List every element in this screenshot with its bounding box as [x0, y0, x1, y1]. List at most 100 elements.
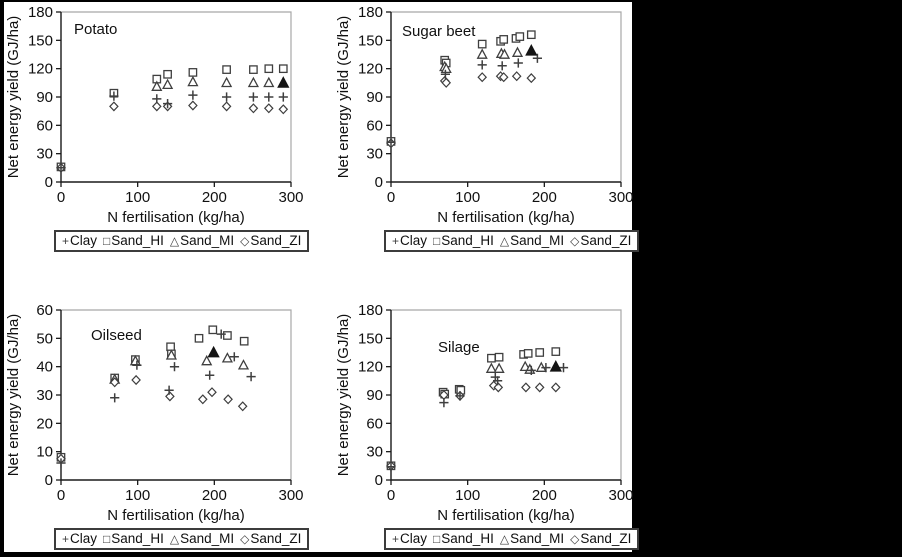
chart-title: Oilseed: [91, 327, 142, 344]
data-point-diamond: [511, 71, 522, 82]
y-axis-title: Net energy yield (GJ/ha): [335, 16, 352, 179]
x-tick-label: 200: [202, 189, 227, 206]
legend-label: Sand_MI: [180, 233, 235, 248]
x-tick-label: 100: [125, 189, 150, 206]
data-point-plus: [152, 94, 162, 104]
y-tick-label: 0: [45, 174, 53, 191]
legend-item-sand_mi: △ Sand_MI: [500, 531, 564, 546]
data-point-triangle: [440, 62, 452, 74]
data-point-plus: [439, 397, 449, 408]
y-tick-label: 10: [36, 444, 53, 461]
legend-item-clay: + Clay: [62, 531, 97, 546]
silage-scatter-chart: Net energy yield (GJ/ha) 0 30 60 90 120 150 180…: [335, 302, 634, 524]
data-point-plus: [386, 137, 396, 147]
legend-item-sand_mi: △ Sand_MI: [170, 531, 234, 546]
y-tick-label: 60: [36, 117, 53, 134]
y-tick-label: 30: [366, 444, 383, 461]
legend-label: Sand_HI: [441, 531, 494, 546]
data-point-diamond: [188, 100, 198, 111]
y-axis-title: Net energy yield (GJ/ha): [5, 16, 22, 179]
square-marker-icon: □: [103, 234, 111, 248]
data-point-plus: [132, 360, 142, 370]
data-point-square: [249, 65, 258, 74]
data-point-square: [163, 69, 172, 79]
data-point-square: [222, 65, 231, 74]
data-point-triangle: [187, 75, 199, 87]
data-point-triangle: [511, 46, 524, 57]
data-point-diamond: [131, 374, 141, 386]
data-point-square: [487, 353, 496, 363]
y-tick-label: 120: [358, 61, 383, 78]
square-marker-icon: □: [433, 234, 441, 248]
legend-item-sand_zi: ◇ Sand_ZI: [240, 531, 301, 546]
y-tick-label: 20: [36, 415, 53, 432]
y-tick-label: 0: [375, 174, 383, 191]
y-axis-title: Net energy yield (GJ/ha): [5, 314, 22, 477]
data-point-plus: [109, 91, 119, 101]
data-point-square: [166, 342, 175, 352]
data-point-triangle: [237, 359, 250, 370]
legend-label: Sand_HI: [111, 233, 164, 248]
diamond-marker-icon: ◇: [570, 234, 580, 248]
legend-item-sand_hi: □ Sand_HI: [433, 531, 494, 546]
legend-item-sand_mi: △ Sand_MI: [170, 233, 234, 248]
data-point-plus: [440, 69, 451, 79]
y-tick-label: 30: [36, 387, 53, 404]
data-point-plus: [532, 53, 542, 63]
y-tick-label: 150: [358, 32, 383, 49]
figure-background: Net energy yield (GJ/ha) 0 30 60 90 120 150 180…: [4, 2, 640, 552]
x-axis-title: N fertilisation (kg/ha): [437, 209, 575, 226]
data-point-triangle-filled: [525, 44, 538, 56]
oilseed-scatter-chart: Net energy yield (GJ/ha) 0 10 20 30 40 50 60 0 10…: [5, 302, 304, 524]
data-point-plus: [386, 462, 396, 472]
data-point-square: [223, 331, 232, 340]
data-point-square: [194, 333, 204, 343]
x-tick-label: 0: [387, 189, 395, 206]
x-tick-label: 0: [387, 487, 395, 504]
legend-label: Sand_ZI: [250, 233, 302, 248]
diamond-marker-icon: ◇: [240, 234, 250, 248]
y-tick-label: 180: [358, 4, 383, 21]
data-point-triangle: [476, 48, 488, 59]
x-tick-label: 100: [125, 487, 150, 504]
plot-frame: [391, 11, 622, 182]
plus-marker-icon: +: [392, 234, 400, 248]
plus-marker-icon: +: [392, 532, 400, 546]
legend-label: Clay: [400, 531, 428, 546]
data-point-plus: [216, 329, 226, 339]
data-point-square: [515, 32, 525, 41]
data-point-plus: [526, 365, 536, 376]
x-tick-label: 300: [278, 189, 303, 206]
data-point-diamond: [237, 401, 248, 412]
triangle-marker-icon: △: [169, 532, 180, 546]
data-point-diamond: [534, 382, 545, 393]
data-point-plus: [222, 92, 232, 102]
legend-label: Sand_MI: [510, 531, 565, 546]
legend-box-oilseed: + Clay □ Sand_HI △ Sand_MI ◇ Sand_ZI: [54, 528, 310, 550]
chart-panel-oilseed: Net energy yield (GJ/ha) 0 10 20 30 40 50 60 0 10…: [4, 300, 316, 550]
chart-title: Potato: [74, 21, 117, 38]
data-point-plus: [278, 92, 288, 102]
legend-label: Sand_ZI: [250, 531, 302, 546]
legend-label: Sand_MI: [510, 233, 565, 248]
diamond-marker-icon: ◇: [240, 532, 250, 546]
legend-item-sand_zi: ◇ Sand_ZI: [570, 233, 631, 248]
data-point-triangle: [165, 349, 177, 360]
legend-item-sand_hi: □ Sand_HI: [103, 233, 164, 248]
data-point-diamond: [207, 387, 217, 398]
x-tick-label: 200: [532, 487, 557, 504]
data-point-plus: [188, 90, 198, 100]
x-tick-label: 100: [455, 189, 480, 206]
data-point-square: [239, 336, 249, 346]
y-tick-label: 0: [375, 472, 383, 489]
plot-frame: [61, 11, 292, 182]
data-point-square: [188, 68, 198, 77]
axis-lines: [390, 310, 621, 481]
y-tick-label: 90: [366, 89, 383, 106]
x-axis-title: N fertilisation (kg/ha): [107, 507, 245, 524]
data-point-plus: [246, 371, 256, 382]
legend-label: Sand_MI: [180, 531, 235, 546]
plot-frame: [61, 309, 292, 480]
y-tick-label: 30: [366, 146, 383, 163]
x-axis-title: N fertilisation (kg/ha): [107, 209, 245, 226]
